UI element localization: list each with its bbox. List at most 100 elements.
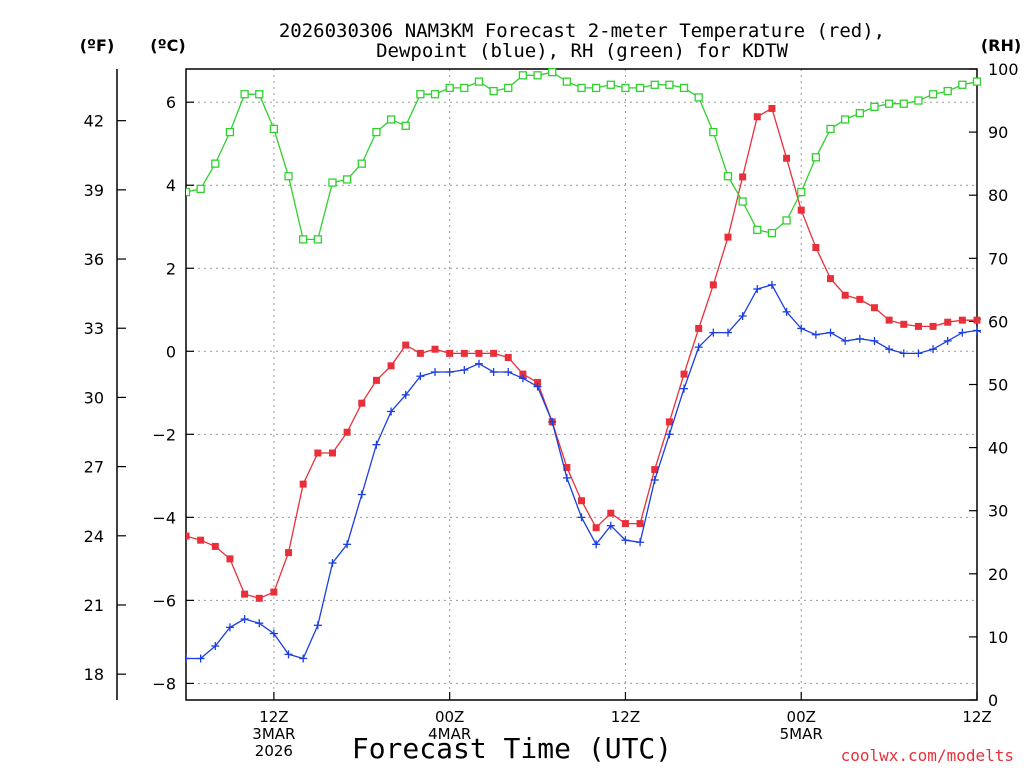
- temperature-point: [460, 349, 468, 357]
- rh-point: [665, 80, 674, 89]
- fahrenheit-tick-label: 27: [84, 458, 104, 477]
- temperature-point: [519, 370, 527, 378]
- temperature-point: [504, 354, 512, 362]
- x-tick-label: 00Z: [435, 708, 464, 726]
- dewpoint-point: [562, 473, 571, 482]
- temperature-point: [914, 322, 922, 330]
- rh-point: [884, 99, 894, 108]
- series-temperature: [186, 104, 981, 602]
- dewpoint-point: [269, 629, 278, 638]
- temperature-point: [563, 464, 571, 472]
- series-rh: [186, 68, 981, 244]
- plot-frame: [185, 68, 978, 701]
- dewpoint-point: [387, 407, 396, 416]
- temperature-point: [255, 594, 263, 602]
- fahrenheit-tick-label: 36: [84, 250, 104, 269]
- rh-point: [225, 127, 235, 137]
- rh-tick-label: 0: [988, 691, 998, 710]
- rh-point: [577, 83, 586, 93]
- temperature-point: [944, 318, 952, 326]
- fahrenheit-axis-label: (ºF): [80, 36, 115, 55]
- temperature-point: [197, 536, 205, 544]
- celsius-tick-label: −6: [152, 591, 176, 610]
- dewpoint-point: [299, 654, 308, 663]
- fahrenheit-ticks: 18 21 24 27 30 33 36 39 42: [84, 112, 126, 684]
- rh-point: [186, 187, 191, 197]
- rh-point: [621, 83, 630, 93]
- dewpoint-point: [943, 336, 952, 345]
- dewpoint-point: [650, 475, 659, 484]
- dewpoint-point: [474, 359, 483, 368]
- rh-point: [782, 216, 791, 225]
- dewpoint-point: [357, 490, 366, 499]
- dewpoint-point: [1017, 331, 1024, 339]
- dewpoint-point: [577, 513, 586, 522]
- rh-tick-label: 10: [988, 628, 1008, 647]
- dewpoint-point: [899, 349, 908, 358]
- rh-point: [460, 83, 469, 93]
- rh-tick-label: 50: [988, 376, 1008, 395]
- rh-point: [328, 178, 337, 187]
- chart-title-line-2: Dewpoint (blue), RH (green) for KDTW: [376, 40, 788, 62]
- temperature-point: [621, 520, 629, 528]
- dewpoint-point: [533, 382, 542, 391]
- rh-point: [269, 124, 279, 134]
- dewpoint-point: [401, 390, 410, 399]
- rh-ticks: 0 10 20 30 40 50 60 70 80 90 100: [969, 60, 1019, 710]
- temperature-point: [578, 497, 585, 505]
- dewpoint-point: [958, 328, 967, 337]
- fahrenheit-tick-label: 42: [84, 112, 104, 131]
- temperature-point: [402, 341, 410, 349]
- temperature-point: [958, 316, 966, 324]
- dewpoint-point: [680, 384, 689, 393]
- dewpoint-point: [870, 336, 879, 345]
- x-tick-label: 2026: [255, 742, 293, 760]
- temperature-point: [186, 532, 190, 540]
- dewpoint-point: [592, 540, 601, 549]
- rh-point: [972, 77, 981, 86]
- series-line: [186, 284, 981, 660]
- dewpoint-point: [186, 654, 190, 663]
- rh-point: [430, 90, 440, 99]
- celsius-tick-label: −8: [152, 674, 176, 693]
- temperature-point: [753, 113, 761, 121]
- dewpoint-point: [782, 307, 791, 316]
- rh-axis-label: (RH): [981, 36, 1021, 55]
- temperature-point: [783, 154, 791, 162]
- dewpoint-point: [973, 326, 981, 335]
- temperature-point: [695, 324, 703, 332]
- temperature-point: [797, 206, 805, 214]
- series-line: [186, 107, 981, 599]
- rh-tick-label: 20: [988, 565, 1008, 584]
- temperature-point: [343, 428, 351, 436]
- rh-point: [372, 127, 381, 137]
- celsius-tick-label: 4: [166, 176, 176, 195]
- dewpoint-point: [255, 619, 264, 628]
- rh-point: [679, 83, 689, 93]
- dewpoint-point: [841, 336, 850, 345]
- rh-tick-label: 60: [988, 312, 1008, 331]
- celsius-tick-label: −2: [152, 425, 176, 444]
- rh-point: [650, 80, 659, 89]
- temperature-point: [812, 244, 820, 252]
- temperature-point: [885, 316, 893, 324]
- rh-tick-label: 100: [988, 60, 1019, 79]
- celsius-tick-label: 0: [166, 342, 176, 361]
- temperature-point: [665, 418, 673, 426]
- watermark: coolwx.com/modelts: [841, 746, 1014, 765]
- temperature-point: [431, 345, 439, 353]
- celsius-tick-label: 6: [166, 93, 176, 112]
- temperature-point: [900, 320, 908, 328]
- temperature-point: [328, 449, 336, 457]
- temperature-point: [299, 480, 307, 488]
- rh-point: [855, 109, 864, 118]
- rh-tick-label: 70: [988, 249, 1008, 268]
- temperature-point: [929, 322, 937, 330]
- rh-point: [870, 102, 879, 112]
- x-tick-label: 3MAR: [252, 725, 295, 743]
- rh-point: [445, 83, 454, 93]
- rh-point: [299, 235, 308, 244]
- temperature-point: [607, 509, 615, 517]
- rh-point: [489, 86, 498, 96]
- temperature-point: [636, 520, 644, 528]
